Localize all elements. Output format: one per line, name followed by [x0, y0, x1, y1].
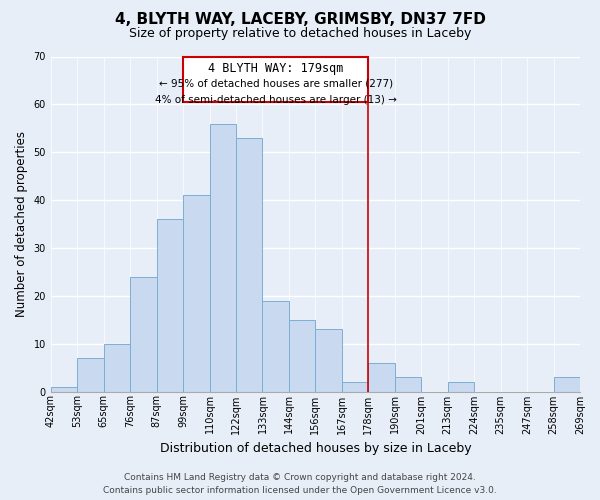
Bar [51, 386, 77, 392]
Bar [395, 377, 421, 392]
Bar [316, 330, 342, 392]
Bar [368, 363, 395, 392]
Bar [342, 382, 368, 392]
FancyBboxPatch shape [183, 56, 368, 102]
Bar [554, 377, 580, 392]
Bar [157, 219, 183, 392]
Y-axis label: Number of detached properties: Number of detached properties [15, 131, 28, 317]
Text: Contains HM Land Registry data © Crown copyright and database right 2024.
Contai: Contains HM Land Registry data © Crown c… [103, 474, 497, 495]
Bar [183, 196, 209, 392]
Bar [130, 276, 157, 392]
Text: ← 95% of detached houses are smaller (277): ← 95% of detached houses are smaller (27… [158, 78, 393, 88]
Bar [236, 138, 262, 392]
Bar [448, 382, 474, 392]
Text: 4 BLYTH WAY: 179sqm: 4 BLYTH WAY: 179sqm [208, 62, 343, 75]
Text: 4, BLYTH WAY, LACEBY, GRIMSBY, DN37 7FD: 4, BLYTH WAY, LACEBY, GRIMSBY, DN37 7FD [115, 12, 485, 28]
Text: 4% of semi-detached houses are larger (13) →: 4% of semi-detached houses are larger (1… [155, 95, 397, 105]
Bar [209, 124, 236, 392]
Text: Size of property relative to detached houses in Laceby: Size of property relative to detached ho… [129, 28, 471, 40]
Bar [289, 320, 316, 392]
Bar [262, 300, 289, 392]
Bar [77, 358, 104, 392]
Bar [104, 344, 130, 392]
X-axis label: Distribution of detached houses by size in Laceby: Distribution of detached houses by size … [160, 442, 471, 455]
